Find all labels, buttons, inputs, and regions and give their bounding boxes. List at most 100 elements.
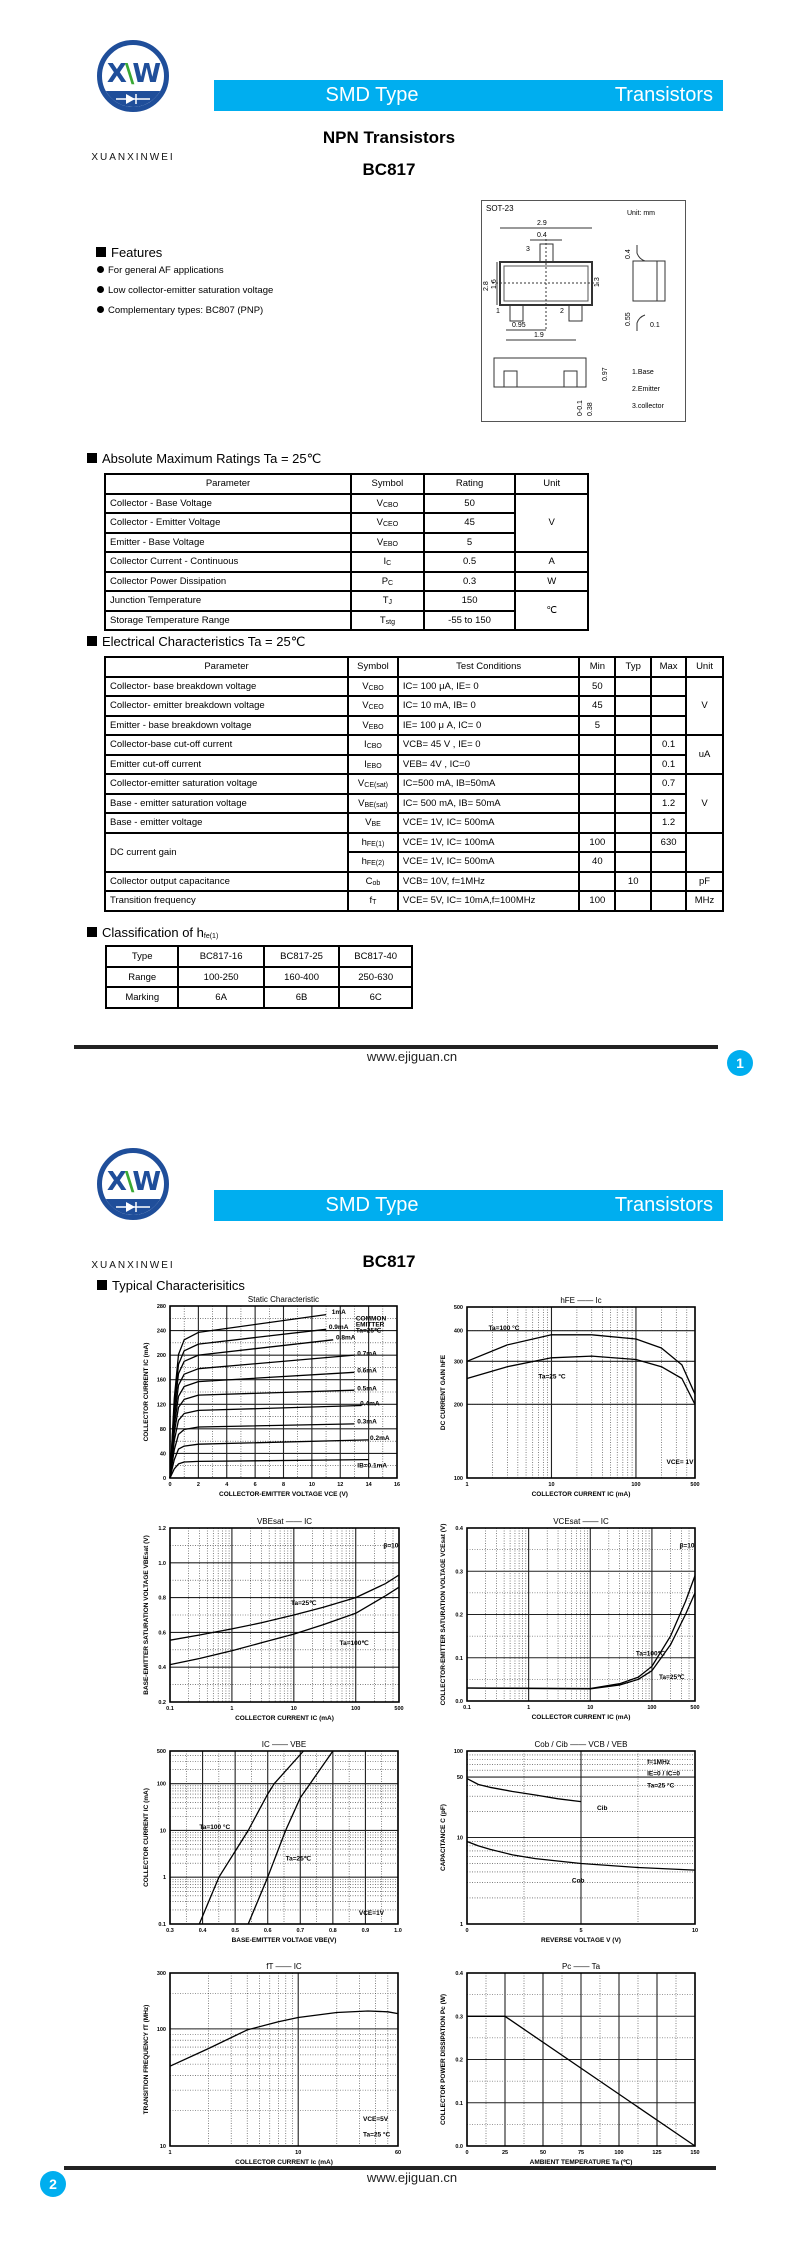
- chart-1: 0 2 4 6 8 10 12 14 1604080120160200240280Static …: [143, 1295, 400, 1498]
- symbol-subscript: CBO: [368, 684, 384, 692]
- y-tick-label: 160: [157, 1378, 166, 1384]
- square-bullet-icon: [87, 636, 97, 646]
- part-number: BC817: [362, 160, 416, 179]
- footer-url[interactable]: www.ejiguan.cn: [366, 1049, 458, 1064]
- symbol-subscript: stg: [385, 618, 395, 626]
- y-tick-label: 300: [454, 1359, 463, 1365]
- pin-label: 2.Emitter: [632, 386, 661, 393]
- chart-annotation: IB=0.1mA: [357, 1463, 387, 1470]
- chart-annotation: COMMON: [356, 1315, 387, 1322]
- chart-title: VBEsat —— IC: [257, 1517, 312, 1526]
- feature-text: For general AF applications: [108, 265, 224, 276]
- symbol-cell: hFE(1): [347, 831, 399, 853]
- chart-annotation: VCE= 1V: [667, 1459, 695, 1466]
- svg-text:2: 2: [560, 308, 564, 315]
- y-tick-label: 0.0: [455, 1699, 463, 1705]
- unit-cell: uA: [685, 734, 724, 775]
- symbol: V: [376, 497, 383, 509]
- footer-url[interactable]: www.ejiguan.cn: [366, 2170, 458, 2185]
- series-line-1: [169, 1574, 400, 1641]
- footer-divider: [74, 1045, 718, 1049]
- chart-annotation: Ta=25℃: [356, 1327, 382, 1335]
- symbol: V: [362, 700, 369, 712]
- x-tick-label: 0: [465, 1928, 468, 1934]
- y-axis-label: TRANSITION FREQUENCY fT (MHz): [143, 2005, 150, 2115]
- symbol: T: [379, 614, 386, 626]
- chart-annotation: β=10: [383, 1542, 398, 1549]
- y-tick-label: 280: [157, 1304, 166, 1310]
- features-heading: Features: [96, 245, 162, 260]
- electrical-characteristics-table: Parameter Symbol Test Conditions Min Typ Max U…: [103, 656, 724, 912]
- logo-ring: X\W: [97, 40, 169, 112]
- typical-heading-text: Typical Characterisitics: [112, 1278, 245, 1293]
- plot-frame: [169, 1305, 398, 1479]
- x-tick-label: 125: [652, 2150, 661, 2156]
- y-tick-label: 10: [457, 1836, 463, 1842]
- chart-annotation: VCE=5V: [363, 2116, 389, 2123]
- chart-annotation: 0.2mA: [370, 1435, 390, 1442]
- chart-annotation: Ta=25℃: [659, 1673, 685, 1681]
- chart-annotation: 0.9mA: [329, 1324, 349, 1331]
- y-tick-label: 0.2: [455, 2058, 463, 2064]
- feature-text: Low collector-emitter saturation voltage: [108, 285, 274, 296]
- square-bullet-icon: [96, 247, 106, 257]
- chart-title: hFE —— Ic: [560, 1296, 601, 1305]
- symbol-subscript: EBO: [366, 762, 382, 770]
- classification-heading: Classification of hfe(1): [87, 925, 218, 940]
- svg-text:3: 3: [526, 246, 530, 253]
- svg-text:0.38: 0.38: [587, 402, 594, 416]
- symbol: V: [376, 536, 384, 548]
- square-bullet-icon: [87, 453, 97, 463]
- x-tick-label: 0.4: [199, 1928, 208, 1934]
- chart-5: 0.3 0.4 0.5 0.6 0.7 0.8 0.9 1.0 0.1 1 10 100 500 IC —…: [143, 1740, 402, 1944]
- class-cell: 160-400: [262, 965, 341, 989]
- svg-text:1.3: 1.3: [594, 277, 601, 287]
- y-tick-label: 0.1: [455, 2101, 463, 2107]
- class-cell: 100-250: [177, 965, 265, 989]
- parameter-cell: Transition frequency: [103, 890, 350, 912]
- chart-annotation: 0.6mA: [357, 1368, 377, 1375]
- svg-text:2.9: 2.9: [537, 220, 547, 227]
- y-tick-label: 200: [157, 1353, 166, 1359]
- table-row: Type BC817-16 BC817-25 BC817-40: [104, 945, 413, 968]
- electrical-heading: Electrical Characteristics Ta = 25℃: [87, 634, 305, 650]
- chart-title: Pc —— Ta: [562, 1962, 601, 1971]
- symbol: I: [364, 739, 367, 751]
- symbol: I: [383, 556, 387, 568]
- dimension-label: 1.6: [491, 279, 498, 289]
- chart-annotation: 0.4mA: [360, 1401, 380, 1408]
- y-tick-label: 500: [157, 1749, 166, 1755]
- x-tick-label: 2: [197, 1482, 200, 1488]
- chart-annotation: 0.5mA: [357, 1385, 377, 1392]
- y-tick-label: 10: [160, 2144, 166, 2150]
- x-tick-label: 0.1: [166, 1706, 174, 1712]
- y-axis-label: COLLECTOR-EMITTER SATURATION VOLTAGE VCE…: [440, 1524, 447, 1706]
- y-tick-label: 10: [160, 1828, 166, 1834]
- y-tick-label: 100: [454, 1749, 463, 1755]
- symbol: I: [364, 758, 367, 770]
- y-tick-label: 100: [157, 1782, 166, 1788]
- series-line-1: [466, 1778, 582, 1803]
- table-row: Collector - Emitter Voltage VCEO 45: [103, 512, 588, 534]
- plot-frame: [466, 1972, 696, 2147]
- symbol-subscript: CEO: [368, 704, 384, 712]
- square-bullet-icon: [97, 1280, 107, 1290]
- y-tick-label: 1: [163, 1875, 166, 1881]
- y-tick-label: 50: [457, 1775, 463, 1781]
- classification-heading-text: Classification of h: [102, 925, 204, 940]
- x-tick-label: 10: [548, 1482, 554, 1488]
- classification-heading-sub: fe(1): [203, 933, 219, 940]
- svg-text:0.1: 0.1: [650, 322, 660, 329]
- x-tick-label: 100: [647, 1705, 656, 1711]
- x-axis-label: COLLECTOR CURRENT IC (mA): [532, 1714, 631, 1721]
- chart-title: Static Characteristic: [248, 1295, 319, 1304]
- x-tick-label: 1: [230, 1706, 233, 1712]
- y-tick-label: 1.0: [158, 1561, 166, 1567]
- banner-smd-type: SMD Type: [325, 84, 419, 106]
- chart-annotation: Ta=100 °C: [489, 1324, 520, 1332]
- chart-6: 0 5 10 1 10 50 100 Cob / Cib —— VCB / VEB REVERS…: [440, 1740, 698, 1944]
- svg-text:0.97: 0.97: [602, 367, 609, 381]
- table-row: Marking 6A 6B 6C: [104, 986, 413, 1010]
